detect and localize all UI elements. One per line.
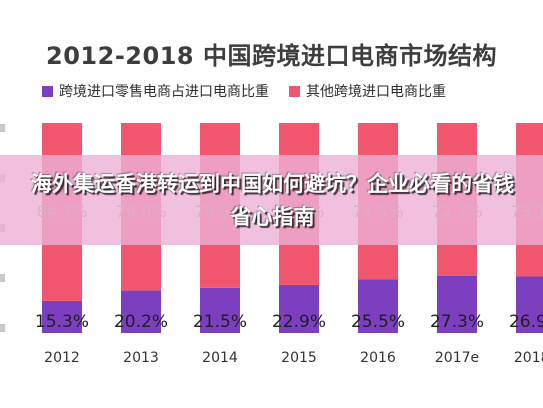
headline-overlay-text[interactable]: 海外集运香港转运到中国如何避坑？企业必看的省钱省心指南 [31,172,514,229]
x-tick-labels-layer: 2012 2013 2014 2015 2016 2017e 2018e [44,350,543,366]
legend-item-other: 其他跨境进口电商比重 [289,81,446,101]
bar-retail-2017e [437,275,477,333]
y-tick-mark-3 [0,274,5,282]
bar-retail-2013 [121,290,161,333]
legend-swatch-other [289,85,300,97]
legend-swatch-retail [42,85,53,97]
value-label-retail-2018e: 26.9% [509,312,543,332]
x-tick-label-2012: 2012 [44,350,80,366]
bar-retail-2012 [42,300,82,333]
value-label-retail-2012: 15.3% [35,312,89,332]
chart-title: 2012-2018 中国跨境进口电商市场结构 [46,42,497,70]
value-label-retail-2015: 22.9% [272,312,326,332]
value-label-retail-2014: 21.5% [193,312,247,332]
value-label-retail-2013: 20.2% [114,312,168,332]
bar-retail-2014 [200,287,240,333]
x-tick-label-2017e: 2017e [435,350,479,366]
y-tick-mark-4 [0,324,5,332]
y-tick-mark-0 [0,124,5,132]
value-label-retail-2017e: 27.3% [430,312,484,332]
x-tick-label-2016: 2016 [360,350,396,366]
legend-label-other: 其他跨境进口电商比重 [306,84,446,100]
value-label-retail-2016: 25.5% [351,312,405,332]
x-tick-label-2018e: 2018e [514,350,543,366]
bar-retail-2018e [516,276,543,333]
legend-label-retail: 跨境进口零售电商占进口电商比重 [59,84,269,100]
x-tick-label-2014: 2014 [202,350,238,366]
x-tick-label-2013: 2013 [123,350,159,366]
legend-item-retail: 跨境进口零售电商占进口电商比重 [42,81,269,101]
bar-retail-2016 [358,279,398,333]
legend: 跨境进口零售电商占进口电商比重 其他跨境进口电商比重 [42,81,466,101]
headline-overlay-band [0,155,543,245]
bar-retail-2015 [279,284,319,333]
x-tick-label-2015: 2015 [281,350,317,366]
